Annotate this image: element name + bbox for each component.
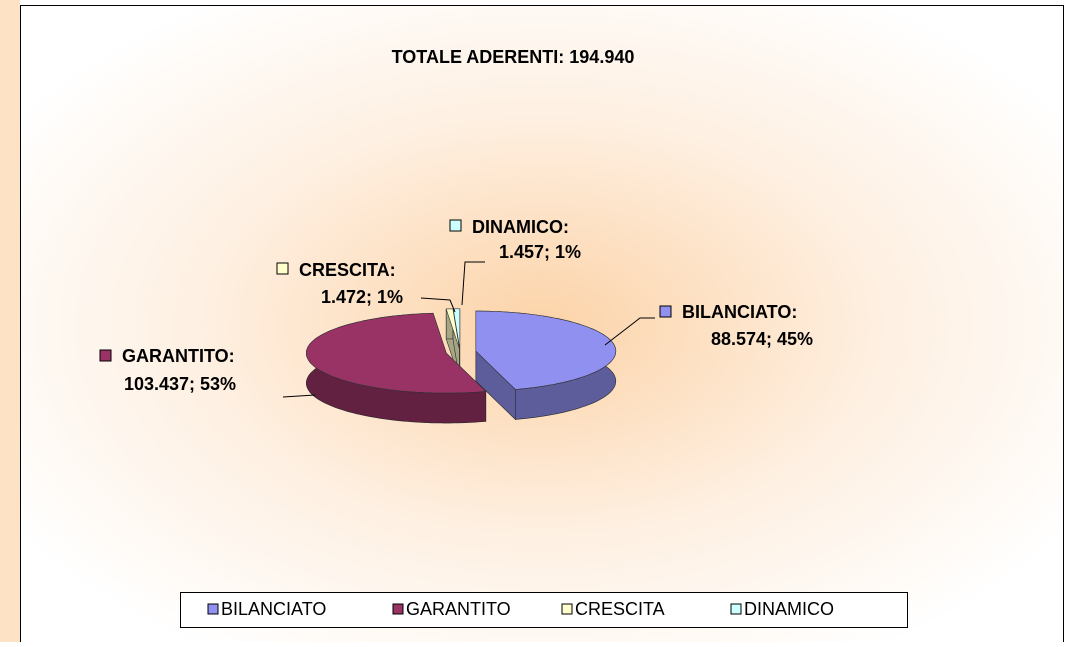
legend-swatch <box>731 604 741 614</box>
side-strip <box>0 0 20 642</box>
data-label-title: BILANCIATO: <box>682 302 797 322</box>
data-label-title: DINAMICO: <box>472 217 569 237</box>
data-label-title: GARANTITO: <box>122 346 235 366</box>
data-label-title: CRESCITA: <box>299 260 396 280</box>
label-swatch <box>100 350 111 361</box>
legend-label: BILANCIATO <box>221 599 326 619</box>
legend-label: GARANTITO <box>406 599 511 619</box>
legend-swatch <box>393 604 403 614</box>
label-swatch <box>660 306 671 317</box>
legend-swatch <box>208 604 218 614</box>
legend-label: DINAMICO <box>744 599 834 619</box>
data-label-value: 88.574; 45% <box>711 329 813 349</box>
data-label-value: 1.457; 1% <box>499 242 581 262</box>
legend-label: CRESCITA <box>575 599 665 619</box>
label-swatch <box>277 263 288 274</box>
data-label-value: 103.437; 53% <box>124 374 236 394</box>
chart-title: TOTALE ADERENTI: 194.940 <box>392 47 635 67</box>
label-swatch <box>450 220 461 231</box>
legend-swatch <box>562 604 572 614</box>
data-label-value: 1.472; 1% <box>321 287 403 307</box>
